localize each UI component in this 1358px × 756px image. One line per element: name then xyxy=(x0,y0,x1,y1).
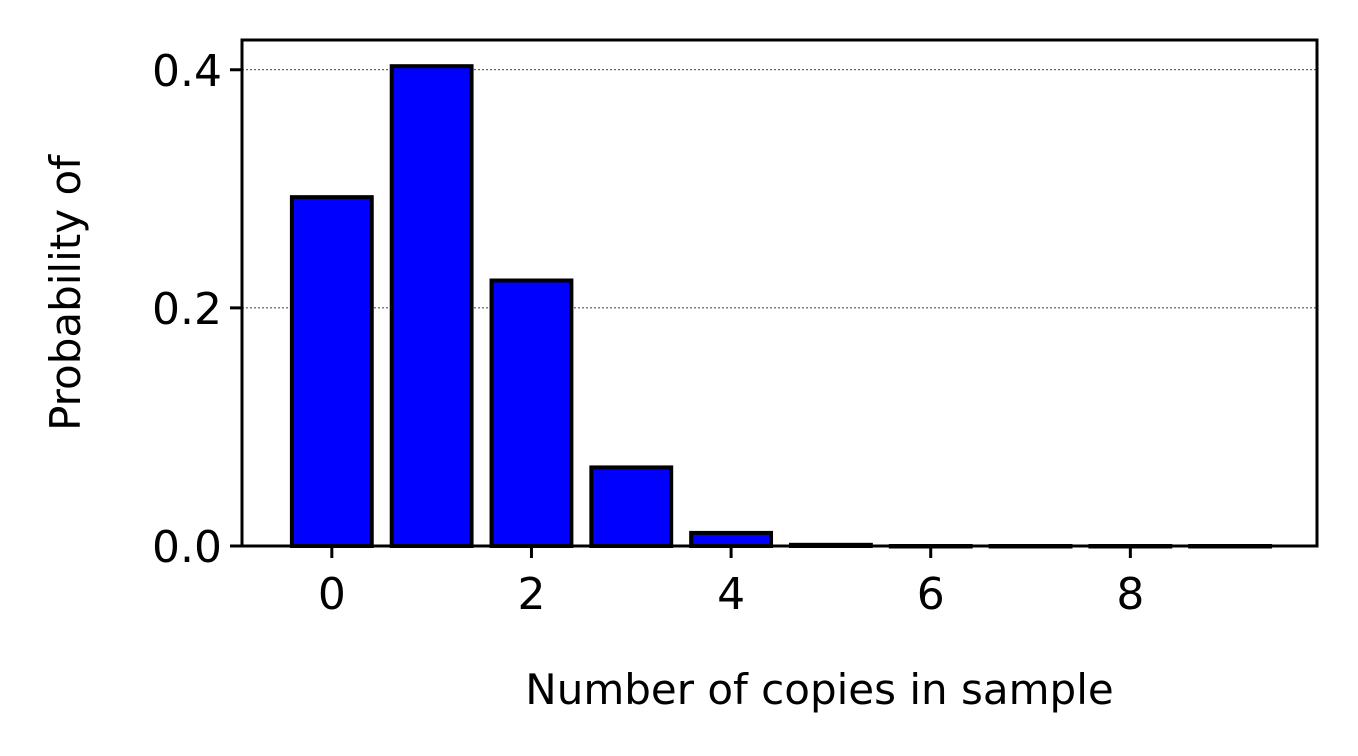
bars xyxy=(289,64,1273,549)
plot-area-frame xyxy=(240,38,1319,548)
bar xyxy=(389,64,474,549)
y-tick-label: 0.0 xyxy=(152,522,222,573)
y-axis-ticks: 0.0 0.2 0.4 xyxy=(152,46,242,573)
bar xyxy=(589,465,674,548)
x-tick-label: 8 xyxy=(1116,569,1144,620)
bar xyxy=(689,530,774,548)
grid-lines xyxy=(242,69,1317,309)
y-tick-label: 0.4 xyxy=(152,46,222,97)
bar xyxy=(489,278,574,548)
x-axis-label: Number of copies in sample xyxy=(525,665,1113,714)
y-axis-label: Probability of xyxy=(41,154,90,431)
x-tick-label: 0 xyxy=(318,569,346,620)
x-tick-label: 4 xyxy=(717,569,745,620)
bar xyxy=(289,195,374,548)
x-tick-label: 2 xyxy=(517,569,545,620)
x-tick-label: 6 xyxy=(917,569,945,620)
x-axis-ticks: 0 2 4 6 8 xyxy=(318,546,1144,620)
y-tick-label: 0.2 xyxy=(152,284,222,335)
